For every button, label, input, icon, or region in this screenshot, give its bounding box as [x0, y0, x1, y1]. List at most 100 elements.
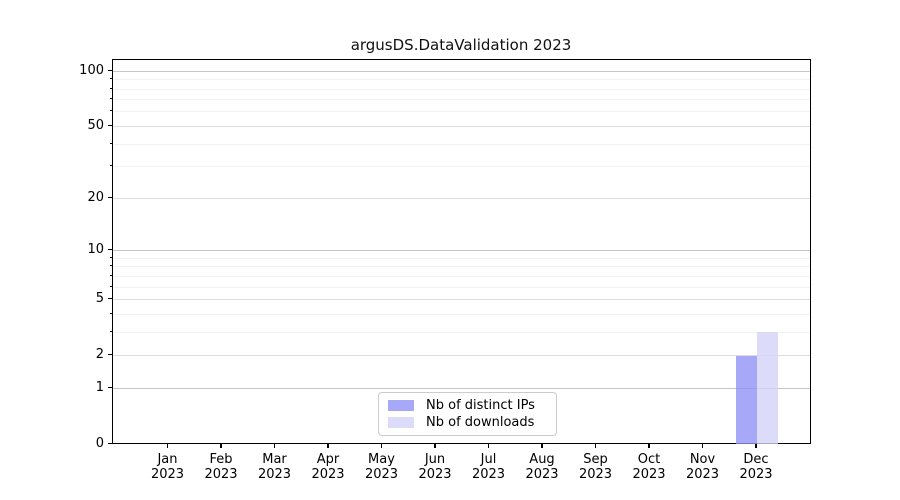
y-axis-minor-tick-mark — [109, 98, 112, 100]
gridline-minor — [113, 88, 810, 90]
x-axis-tick-label-year: 2023 — [311, 466, 345, 482]
x-axis-tick-label-year: 2023 — [739, 466, 773, 482]
y-axis-minor-tick-mark — [109, 142, 112, 144]
y-axis-tick-mark — [107, 248, 112, 251]
x-axis-tick-label: Jul 2023 — [457, 452, 521, 482]
chart-title: argusDS.DataValidation 2023 — [350, 36, 572, 54]
gridline-mid — [113, 125, 810, 127]
y-axis-tick-mark — [107, 297, 112, 300]
x-axis-tick-label: Feb 2023 — [189, 452, 253, 482]
x-axis-tick-label-year: 2023 — [364, 466, 399, 482]
legend-item-distinct-ips: Nb of distinct IPs — [388, 398, 547, 413]
y-axis-tick-mark — [107, 196, 112, 198]
x-axis-tick-mark — [487, 443, 490, 448]
legend-label-downloads: Nb of downloads — [426, 415, 535, 431]
x-axis-tick-label-month: Jan — [157, 451, 178, 467]
x-axis-tick-mark — [273, 443, 276, 448]
gridline-minor — [113, 143, 810, 145]
gridline-minor — [113, 286, 810, 288]
x-axis-tick-label-year: 2023 — [632, 466, 666, 482]
x-axis-tick-mark — [541, 443, 543, 448]
y-axis-tick-mark — [107, 69, 112, 71]
y-axis-minor-tick-mark — [109, 110, 112, 112]
x-axis-tick-mark — [166, 443, 169, 448]
x-axis-tick-mark — [327, 443, 329, 448]
y-axis-tick-label: 10 — [87, 242, 104, 258]
gridline-mid — [113, 197, 810, 199]
x-axis-tick-label-year: 2023 — [418, 466, 452, 482]
y-axis-tick-label: 100 — [79, 62, 104, 78]
gridline-mid — [113, 355, 810, 357]
gridline-major — [113, 249, 810, 252]
x-axis-tick-label-year: 2023 — [471, 466, 506, 482]
y-axis-minor-tick-mark — [109, 78, 112, 80]
x-axis-tick-label-year: 2023 — [578, 466, 613, 482]
legend-swatch-downloads — [388, 417, 414, 429]
y-axis-minor-tick-mark — [109, 312, 112, 314]
x-axis-tick-label-month: Mar — [262, 451, 287, 467]
plot-area — [112, 59, 811, 445]
gridline-minor — [113, 275, 810, 277]
y-axis-tick-mark — [107, 442, 112, 445]
y-axis-minor-tick-mark — [109, 330, 112, 332]
x-axis-tick-mark — [701, 443, 704, 448]
x-axis-tick-label-year: 2023 — [150, 466, 185, 482]
x-axis-tick-mark — [380, 443, 383, 448]
gridline-minor — [113, 166, 810, 168]
x-axis-tick-label: May 2023 — [350, 452, 414, 482]
gridline-major — [113, 70, 810, 72]
x-axis-tick-label-month: Jul — [480, 451, 497, 467]
x-axis-tick-label-month: Feb — [209, 451, 233, 467]
gridline-major — [113, 387, 810, 390]
gridline-minor — [113, 331, 810, 333]
y-axis-minor-tick-mark — [109, 285, 112, 287]
y-axis-tick-label: 50 — [87, 117, 104, 133]
x-axis-tick-label-month: Apr — [316, 451, 340, 467]
x-axis-tick-label-month: Oct — [637, 451, 661, 467]
x-axis-tick-label-month: Aug — [529, 451, 555, 467]
x-axis-tick-label: Apr 2023 — [296, 452, 360, 482]
y-axis-minor-tick-mark — [109, 165, 112, 167]
x-axis-tick-label-month: Sep — [583, 451, 608, 467]
y-axis-tick-label: 0 — [95, 436, 104, 451]
y-axis-tick-label: 20 — [87, 189, 104, 205]
x-axis-tick-label: Jun 2023 — [403, 452, 467, 482]
x-axis-tick-label-month: May — [368, 451, 395, 467]
x-axis-tick-mark — [594, 443, 597, 448]
y-axis-tick-label: 2 — [95, 347, 104, 363]
gridline-minor — [113, 111, 810, 113]
x-axis-tick-label: Sep 2023 — [564, 452, 628, 482]
x-axis-tick-label-month: Nov — [689, 451, 716, 467]
bar-nb-of-distinct-ips — [735, 355, 757, 445]
x-axis-tick-mark — [220, 443, 222, 448]
gridline-minor — [113, 266, 810, 268]
x-axis-tick-label-month: Dec — [743, 451, 769, 467]
x-axis-tick-label: Nov 2023 — [671, 452, 735, 482]
y-axis-tick-label: 1 — [95, 379, 104, 395]
y-axis-tick-label: 5 — [95, 291, 104, 307]
x-axis-tick-label-year: 2023 — [204, 466, 238, 482]
y-axis-tick-mark — [107, 124, 112, 127]
x-axis-tick-mark — [434, 443, 436, 448]
gridline-minor — [113, 257, 810, 259]
legend-label-distinct-ips: Nb of distinct IPs — [426, 397, 535, 413]
y-axis-minor-tick-mark — [109, 265, 112, 267]
legend-swatch-distinct-ips — [388, 399, 414, 411]
bar-nb-of-downloads — [757, 332, 779, 445]
x-axis-tick-label: Jan 2023 — [136, 452, 200, 482]
x-axis-tick-label-year: 2023 — [525, 466, 559, 482]
x-axis-tick-label: Aug 2023 — [510, 452, 574, 482]
y-axis-tick-mark — [107, 353, 112, 356]
x-axis-tick-mark — [648, 443, 650, 448]
x-axis-tick-label: Mar 2023 — [243, 452, 307, 482]
y-axis-minor-tick-mark — [109, 87, 112, 89]
gridline-minor — [113, 79, 810, 81]
x-axis-tick-label: Dec 2023 — [724, 452, 788, 482]
y-axis-minor-tick-mark — [109, 256, 112, 258]
x-axis-tick-label-year: 2023 — [685, 466, 720, 482]
y-axis-tick-mark — [107, 386, 112, 389]
x-axis-tick-label-year: 2023 — [257, 466, 292, 482]
x-axis-tick-label-month: Jun — [424, 451, 446, 467]
gridline-mid — [113, 298, 810, 300]
